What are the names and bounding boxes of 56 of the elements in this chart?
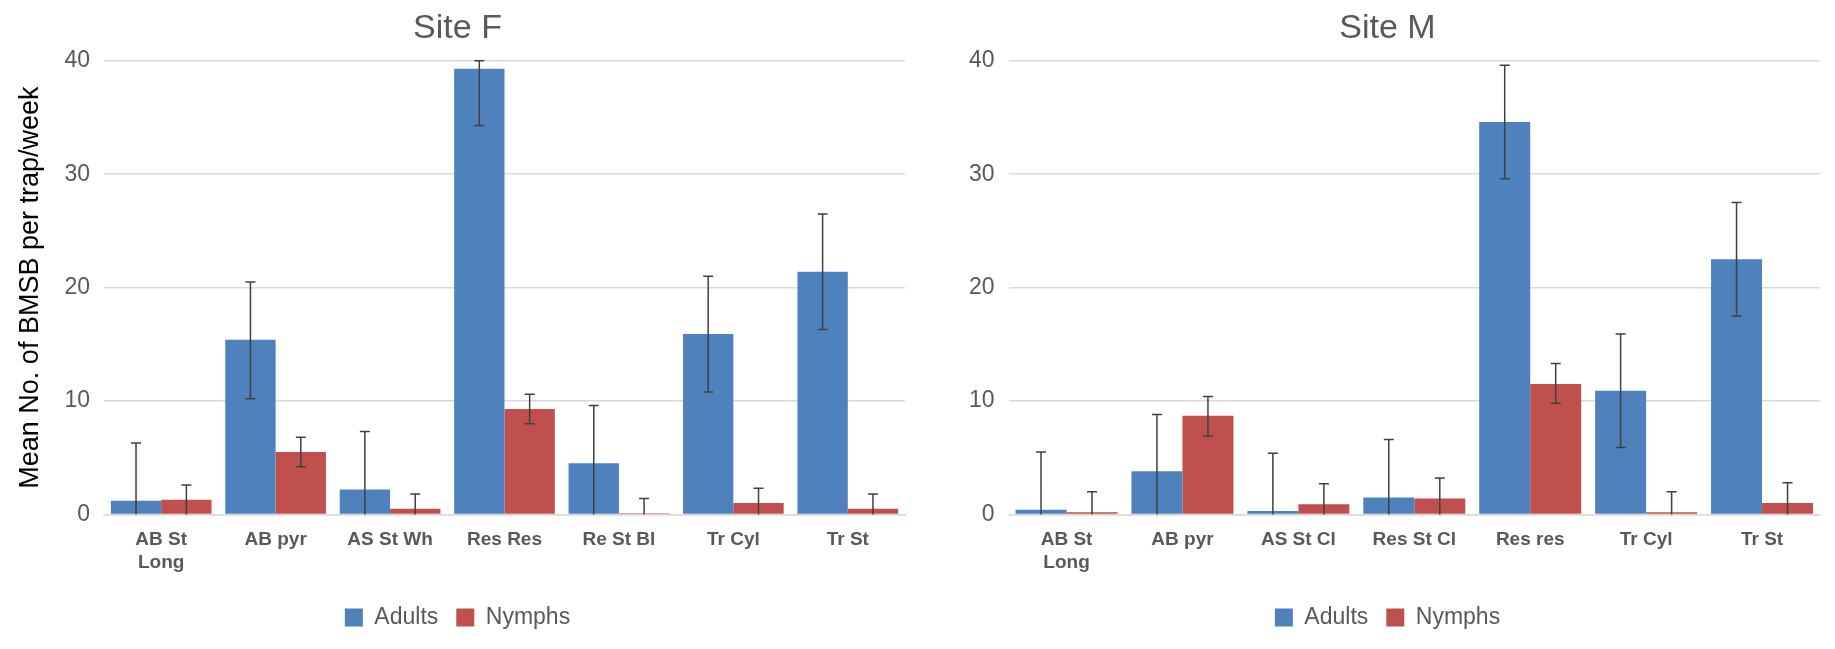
- bar: [454, 68, 505, 514]
- y-tick-label: 30: [968, 159, 995, 186]
- legend-label: Adults: [374, 602, 439, 629]
- bar: [339, 489, 391, 514]
- bar: [847, 508, 899, 514]
- bar: [1015, 509, 1067, 514]
- bar: [1363, 497, 1415, 514]
- x-tick-label: Re St Bl: [582, 528, 656, 550]
- x-tick-label: AB St Long: [1040, 528, 1094, 572]
- chart-title: Site M: [1339, 6, 1436, 45]
- x-tick-label: Res res: [1495, 528, 1565, 550]
- y-tick-label: 20: [968, 272, 995, 299]
- y-tick-label: 0: [981, 499, 995, 526]
- y-tick-label: 40: [968, 46, 995, 73]
- legend-label: Nymphs: [485, 602, 571, 629]
- bar: [1131, 471, 1183, 514]
- bar: [1595, 390, 1647, 514]
- bar: [1479, 122, 1531, 514]
- y-tick-label: 0: [77, 499, 90, 526]
- chart-title: Site F: [413, 6, 502, 45]
- y-tick-label: 30: [64, 159, 90, 186]
- x-tick-label: AB pyr: [244, 528, 308, 550]
- bar: [275, 452, 326, 514]
- x-tick-label: AS St Wh: [347, 528, 433, 550]
- x-tick-label: Res St Cl: [1372, 528, 1456, 550]
- y-tick-label: 40: [64, 46, 90, 73]
- bar: [1414, 498, 1466, 514]
- bar: [1530, 383, 1582, 514]
- x-tick-label: Tr Cyl: [1619, 528, 1673, 550]
- bar: [568, 463, 619, 514]
- bar: [161, 499, 212, 514]
- bar: [1298, 504, 1350, 514]
- y-tick-label: 20: [64, 272, 90, 299]
- bar: [1247, 511, 1299, 514]
- bar: [504, 408, 555, 514]
- bar: [390, 508, 441, 514]
- legend-label: Nymphs: [1415, 602, 1501, 629]
- x-tick-label: AB St Long: [135, 528, 188, 572]
- legend-label: Adults: [1304, 602, 1369, 629]
- bar: [1711, 259, 1763, 514]
- bar: [1762, 503, 1814, 514]
- bar: [683, 334, 734, 514]
- x-tick-label: Tr St: [1740, 528, 1784, 550]
- x-tick-label: AS St Cl: [1260, 528, 1336, 550]
- x-tick-label: AB pyr: [1151, 528, 1215, 550]
- y-tick-label: 10: [968, 386, 995, 413]
- x-tick-label: Tr St: [826, 528, 870, 550]
- y-tick-label: 10: [64, 386, 90, 413]
- bar: [1182, 415, 1234, 514]
- y-axis-title: Mean No. of BMSB per trap/week: [13, 86, 44, 489]
- x-tick-label: Tr Cyl: [706, 528, 760, 550]
- bar: [797, 271, 848, 514]
- bar: [733, 503, 784, 514]
- bar: [110, 500, 162, 514]
- x-tick-label: Res Res: [466, 528, 542, 550]
- bar: [225, 339, 276, 514]
